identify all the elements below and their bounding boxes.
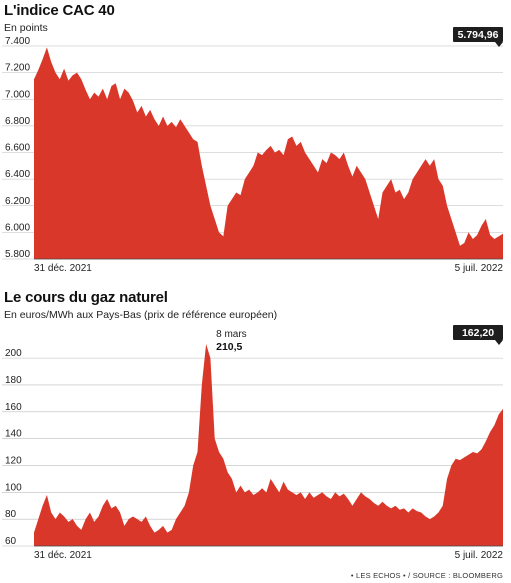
gas-ytick-label: 200 xyxy=(5,348,22,359)
gas-area-series xyxy=(34,344,503,546)
cac40-last-value-label: 5.794,96 xyxy=(458,29,499,41)
cac40-chart: 7.400 7.200 7.000 6.800 6.600 6.400 6.200 6.000… xyxy=(2,27,504,274)
gas-x-end-label: 5 juil. 2022 xyxy=(455,550,504,561)
cac40-ytick-label: 6.200 xyxy=(5,196,30,207)
cac40-ytick-label: 7.200 xyxy=(5,63,30,74)
gas-last-value-badge-pointer xyxy=(495,340,503,345)
cac40-area-series xyxy=(34,47,503,259)
cac40-ytick-label: 6.400 xyxy=(5,169,30,180)
source-footer: • LES ECHOS • / SOURCE : BLOOMBERG xyxy=(350,571,503,580)
cac40-ytick-label: 7.000 xyxy=(5,89,30,100)
cac40-ytick-label: 6.600 xyxy=(5,143,30,154)
gas-ytick-label: 80 xyxy=(5,509,17,520)
cac40-ytick-label: 6.800 xyxy=(5,116,30,127)
gas-ytick-label: 60 xyxy=(5,536,17,547)
gas-ytick-label: 140 xyxy=(5,429,22,440)
gas-chart-subtitle: En euros/MWh aux Pays-Bas (prix de référ… xyxy=(4,309,278,321)
cac40-ytick-label: 7.400 xyxy=(5,36,30,47)
gas-ytick-label: 160 xyxy=(5,402,22,413)
cac40-last-value-badge xyxy=(453,27,503,42)
gas-peak-date-label: 8 mars xyxy=(216,329,247,340)
gas-ytick-label: 100 xyxy=(5,482,22,493)
gas-peak-value-label: 210,5 xyxy=(216,341,242,353)
gas-ytick-label: 120 xyxy=(5,455,22,466)
gas-last-value-label: 162,20 xyxy=(462,327,494,339)
cac40-chart-subtitle: En points xyxy=(4,22,48,34)
gas-ytick-label: 180 xyxy=(5,375,22,386)
cac40-ytick-label: 5.800 xyxy=(5,249,30,260)
cac40-chart-title: L'indice CAC 40 xyxy=(4,2,115,19)
cac40-x-start-label: 31 déc. 2021 xyxy=(34,263,92,274)
gas-chart-title: Le cours du gaz naturel xyxy=(4,289,168,306)
cac40-x-end-label: 5 juil. 2022 xyxy=(455,263,504,274)
cac40-last-value-badge-pointer xyxy=(495,42,503,47)
cac40-ytick-label: 6.000 xyxy=(5,222,30,233)
gas-x-start-label: 31 déc. 2021 xyxy=(34,550,92,561)
gas-last-value-badge xyxy=(453,325,503,340)
